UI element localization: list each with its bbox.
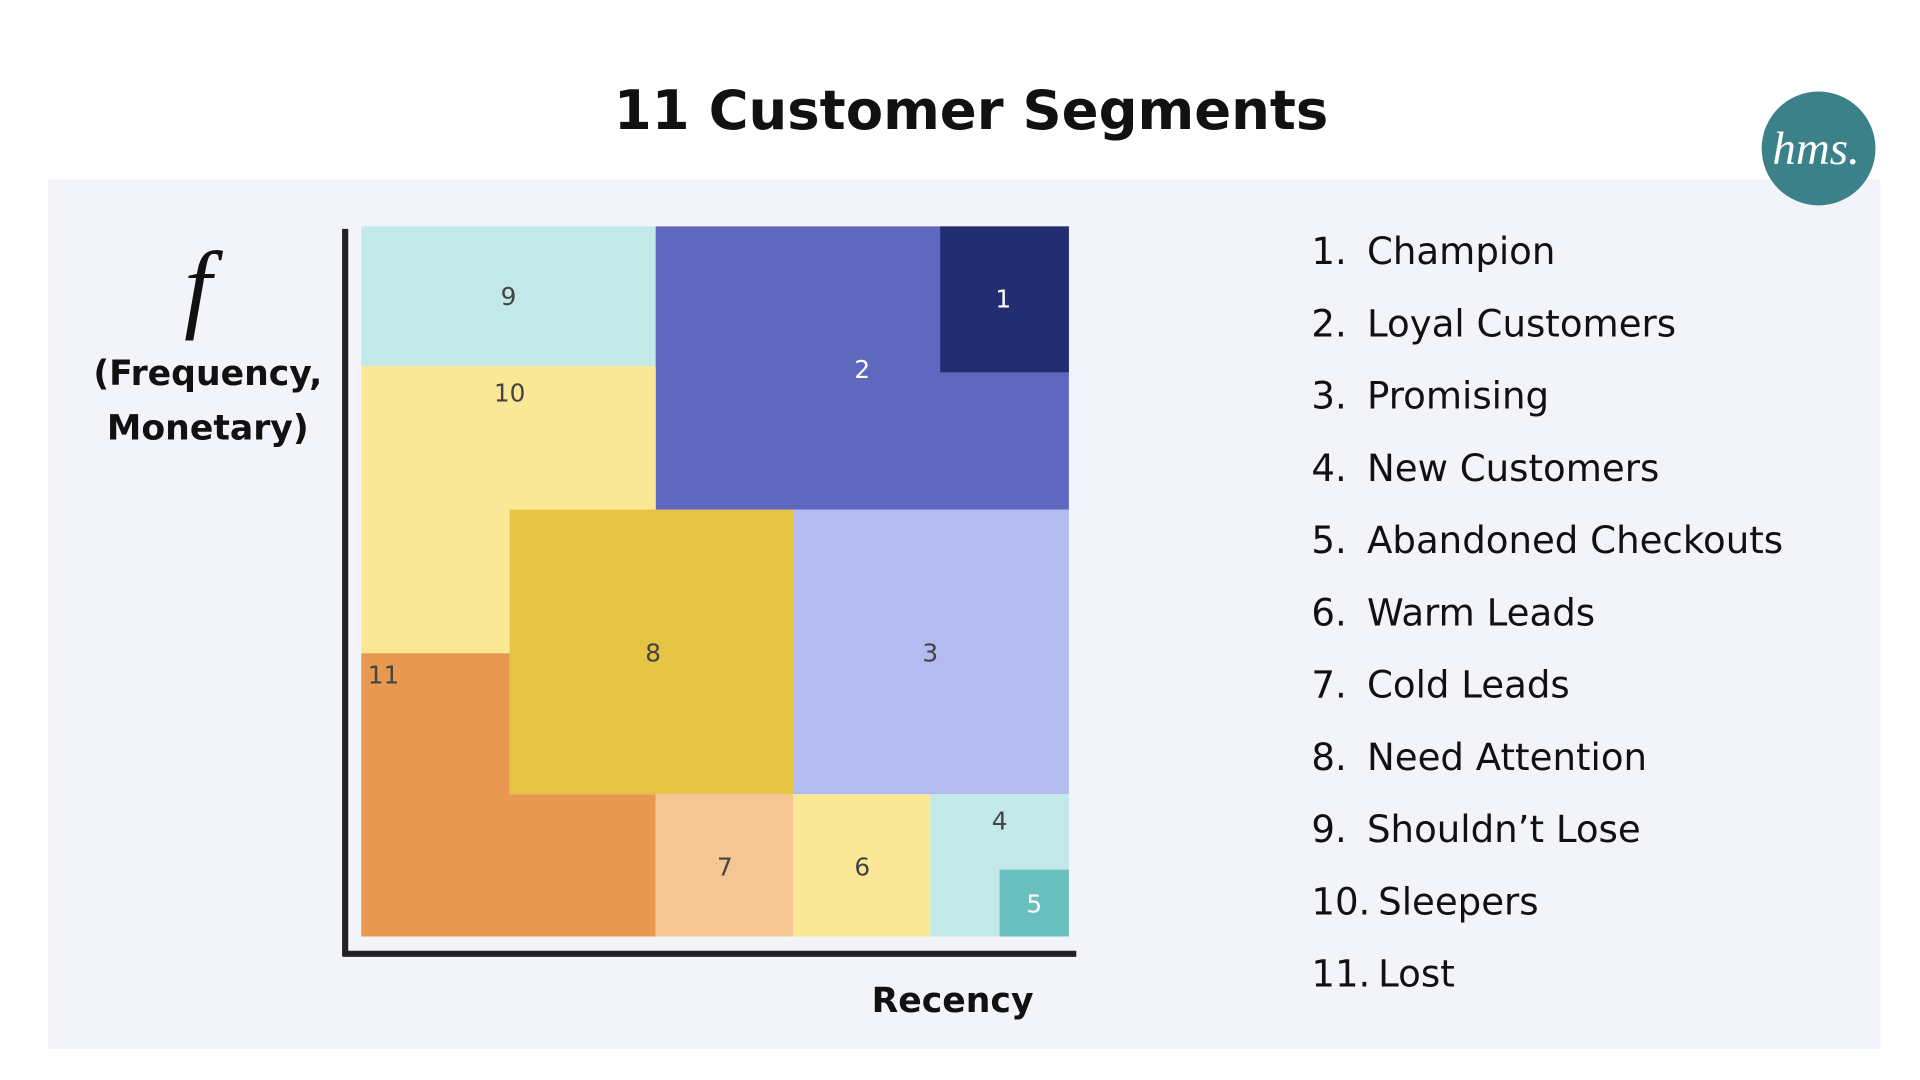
block-label: 7 [717, 852, 733, 881]
legend-index: 3. [1311, 375, 1346, 418]
legend-label: Promising [1367, 375, 1549, 418]
legend-index: 5. [1311, 519, 1346, 562]
legend-label: Sleepers [1378, 880, 1539, 923]
logo-text: hms. [1772, 123, 1859, 175]
legend-index: 1. [1311, 230, 1346, 273]
legend-label: Warm Leads [1367, 591, 1595, 634]
legend-label: Lost [1378, 953, 1455, 996]
legend-index: 7. [1311, 664, 1346, 707]
legend-label: Need Attention [1367, 736, 1647, 779]
legend-label: Loyal Customers [1367, 302, 1676, 345]
block [792, 509, 1069, 795]
title: 11 Customer Segments [614, 78, 1328, 142]
y-axis-label: Monetary) [107, 408, 309, 448]
legend-label: Shouldn’t Lose [1367, 808, 1641, 851]
block-label: 5 [1026, 890, 1042, 919]
block-label: 9 [501, 282, 517, 311]
x-axis-label: Recency [872, 981, 1034, 1021]
segment-grid: 9 2 1 10 8 3 11 7 6 4 5 [361, 226, 1069, 937]
block-label: 3 [922, 638, 938, 667]
block-label: 1 [995, 285, 1011, 314]
block-label: 11 [368, 661, 399, 690]
block [361, 226, 656, 367]
block [655, 794, 793, 937]
y-axis-label: (Frequency, [93, 354, 322, 394]
legend-index: 4. [1311, 447, 1346, 490]
block [999, 869, 1069, 937]
legend-index: 11. [1311, 953, 1370, 996]
block-label: 10 [494, 379, 525, 408]
legend-index: 6. [1311, 591, 1346, 634]
legend-index: 9. [1311, 808, 1346, 851]
block [509, 509, 793, 795]
legend-index: 2. [1311, 302, 1346, 345]
legend-label: Abandoned Checkouts [1367, 519, 1783, 562]
logo [1761, 91, 1876, 206]
legend-label: Cold Leads [1367, 664, 1570, 707]
block-label: 6 [854, 852, 870, 881]
block-label: 4 [992, 807, 1008, 836]
block [940, 226, 1069, 373]
block-label: 8 [645, 638, 661, 667]
legend-label: Champion [1367, 230, 1555, 273]
legend: 1. Champion 2. Loyal Customers 3. Promising 4.… [1311, 230, 1783, 995]
block-label: 2 [854, 355, 870, 384]
legend-index: 8. [1311, 736, 1346, 779]
block [361, 653, 656, 937]
legend-label: New Customers [1367, 447, 1659, 490]
block [792, 794, 931, 937]
legend-index: 10. [1311, 880, 1370, 923]
